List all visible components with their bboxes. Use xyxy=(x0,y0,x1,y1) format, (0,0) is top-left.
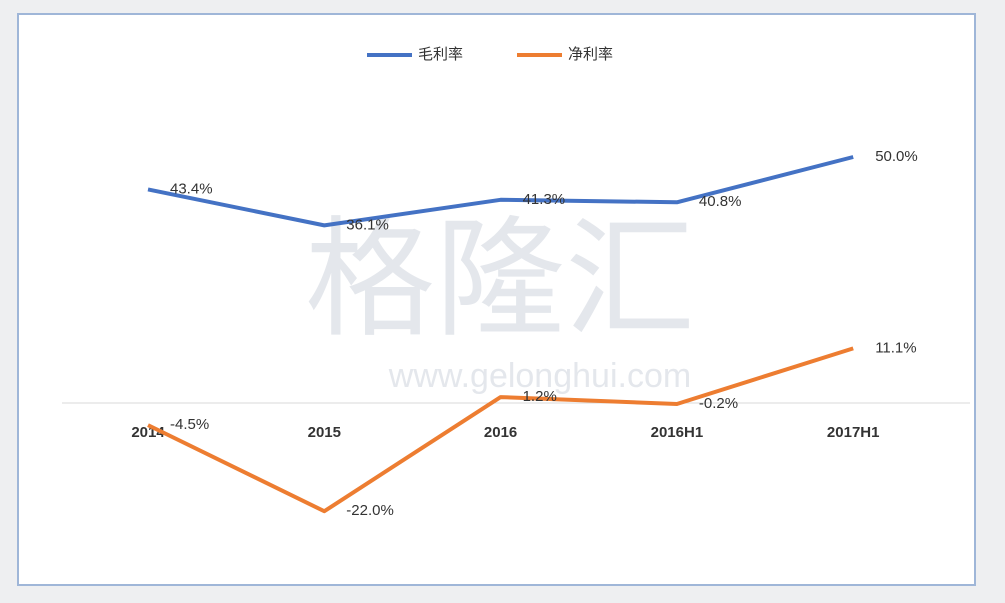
watermark: 格隆汇 xyxy=(305,206,695,352)
x-tick-label: 2016 xyxy=(484,424,517,441)
series-line xyxy=(147,155,854,228)
data-label: 50.0% xyxy=(875,148,918,165)
data-label: 1.2% xyxy=(523,388,557,405)
legend-label: 净利率 xyxy=(568,46,613,63)
series-line xyxy=(147,346,854,514)
data-label: 41.3% xyxy=(523,191,566,208)
data-label: -4.5% xyxy=(170,416,209,433)
data-label: -22.0% xyxy=(346,502,394,519)
watermark-url: www.gelonghui.com xyxy=(388,357,691,395)
x-tick-label: 2017H1 xyxy=(827,424,880,441)
chart-frame xyxy=(17,13,976,586)
data-label: 36.1% xyxy=(346,216,389,233)
x-tick-label: 2016H1 xyxy=(651,424,704,441)
x-tick-label: 2015 xyxy=(308,424,341,441)
data-label: 43.4% xyxy=(170,180,213,197)
legend-label: 毛利率 xyxy=(418,46,463,63)
data-label: 40.8% xyxy=(699,193,742,210)
data-label: -0.2% xyxy=(699,395,738,412)
data-label: 11.1% xyxy=(875,339,916,356)
